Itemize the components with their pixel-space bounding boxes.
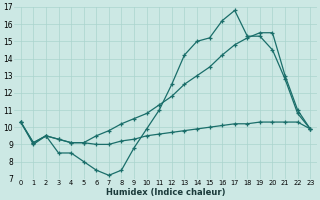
X-axis label: Humidex (Indice chaleur): Humidex (Indice chaleur)	[106, 188, 225, 197]
